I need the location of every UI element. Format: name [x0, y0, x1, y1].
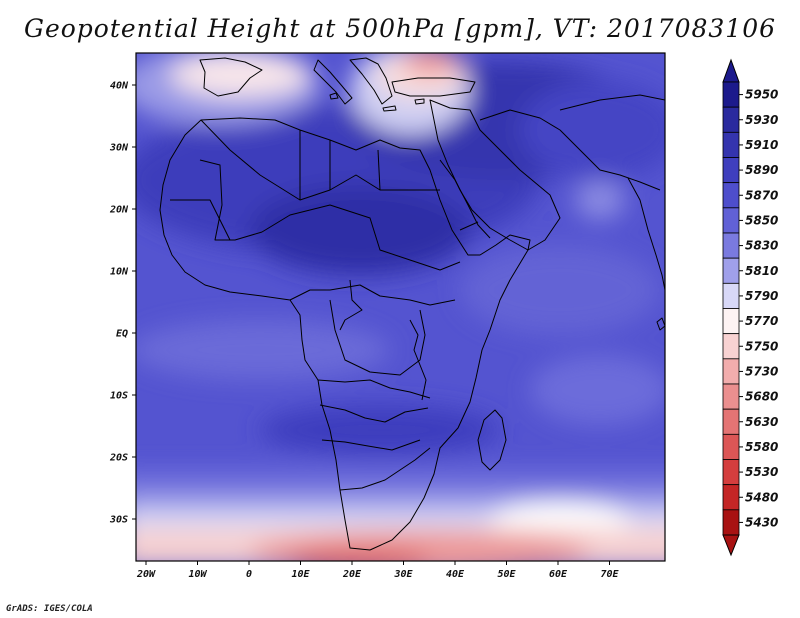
lon-label: 0 [246, 569, 252, 580]
colorbar-bottom-arrow [722, 534, 740, 557]
colorbar-label: 5680 [745, 390, 778, 404]
lon-label: 60E [549, 569, 568, 580]
colorbar-swatch [722, 333, 740, 360]
lat-label: 40N [110, 81, 129, 92]
colorbar-label: 5480 [745, 490, 778, 504]
colorbar-label: 5890 [745, 163, 778, 177]
lon-label: 20W [136, 569, 156, 580]
lat-label: EQ [116, 329, 128, 340]
height-field [136, 53, 665, 561]
colorbar-swatch [722, 484, 740, 511]
colorbar-swatch [722, 308, 740, 335]
colorbar-swatch [722, 207, 740, 234]
colorbar-swatch [722, 257, 740, 284]
lon-label: 10W [188, 569, 207, 580]
colorbar-label: 5830 [745, 239, 778, 253]
lon-label: 30E [393, 569, 413, 580]
lat-label: 20N [109, 205, 129, 216]
colorbar-label: 5810 [745, 264, 778, 278]
lon-label: 40E [446, 569, 465, 580]
chart-title: Geopotential Height at 500hPa [gpm], VT:… [23, 14, 777, 43]
lon-label: 50E [497, 569, 516, 580]
colorbar-label: 5850 [745, 213, 778, 227]
lat-label: 10S [110, 391, 128, 402]
colorbar-swatch [722, 408, 740, 435]
colorbar-swatch [722, 131, 740, 158]
colorbar-swatch [722, 182, 740, 209]
colorbar-swatch [722, 81, 740, 108]
lat-label: 10N [110, 267, 129, 278]
colorbar-label: 5790 [745, 289, 778, 303]
colorbar-swatch [722, 358, 740, 385]
longitude-axis: 20W 10W 0 10E 20E 30E 40E 50E 60E 70E [136, 561, 620, 580]
colorbar-label: 5950 [745, 88, 778, 102]
lon-label: 10E [291, 569, 310, 580]
colorbar-label: 5770 [745, 314, 778, 328]
colorbar-swatch [722, 282, 740, 309]
colorbar-label: 5930 [745, 113, 778, 127]
colorbar-label: 5870 [745, 188, 778, 202]
colorbar-label: 5910 [745, 138, 778, 152]
lon-label: 70E [600, 569, 619, 580]
lat-label: 30N [109, 143, 129, 154]
credit-text: GrADS: IGES/COLA [6, 604, 93, 614]
latitude-axis: 40N 30N 20N 10N EQ 10S 20S 30S [109, 81, 136, 526]
lat-label: 20S [109, 453, 128, 464]
colorbar-label: 5430 [745, 515, 778, 529]
colorbar-swatch [722, 433, 740, 460]
colorbar-swatch [722, 232, 740, 259]
map-frame [135, 52, 666, 562]
colorbar-label: 5750 [745, 339, 778, 353]
colorbar: 5950 5930 5910 5890 5870 5850 5830 5810 5790 5770… [722, 58, 778, 557]
colorbar-label: 5630 [745, 415, 778, 429]
colorbar-label: 5530 [745, 465, 778, 479]
colorbar-swatch [722, 157, 740, 184]
colorbar-top-arrow [722, 58, 740, 83]
colorbar-swatch [722, 106, 740, 133]
lon-label: 20E [342, 569, 362, 580]
colorbar-swatch [722, 459, 740, 486]
colorbar-swatch [722, 509, 740, 536]
colorbar-swatch [722, 383, 740, 410]
colorbar-label: 5580 [745, 440, 778, 454]
colorbar-label: 5730 [745, 364, 778, 378]
lat-label: 30S [109, 515, 128, 526]
